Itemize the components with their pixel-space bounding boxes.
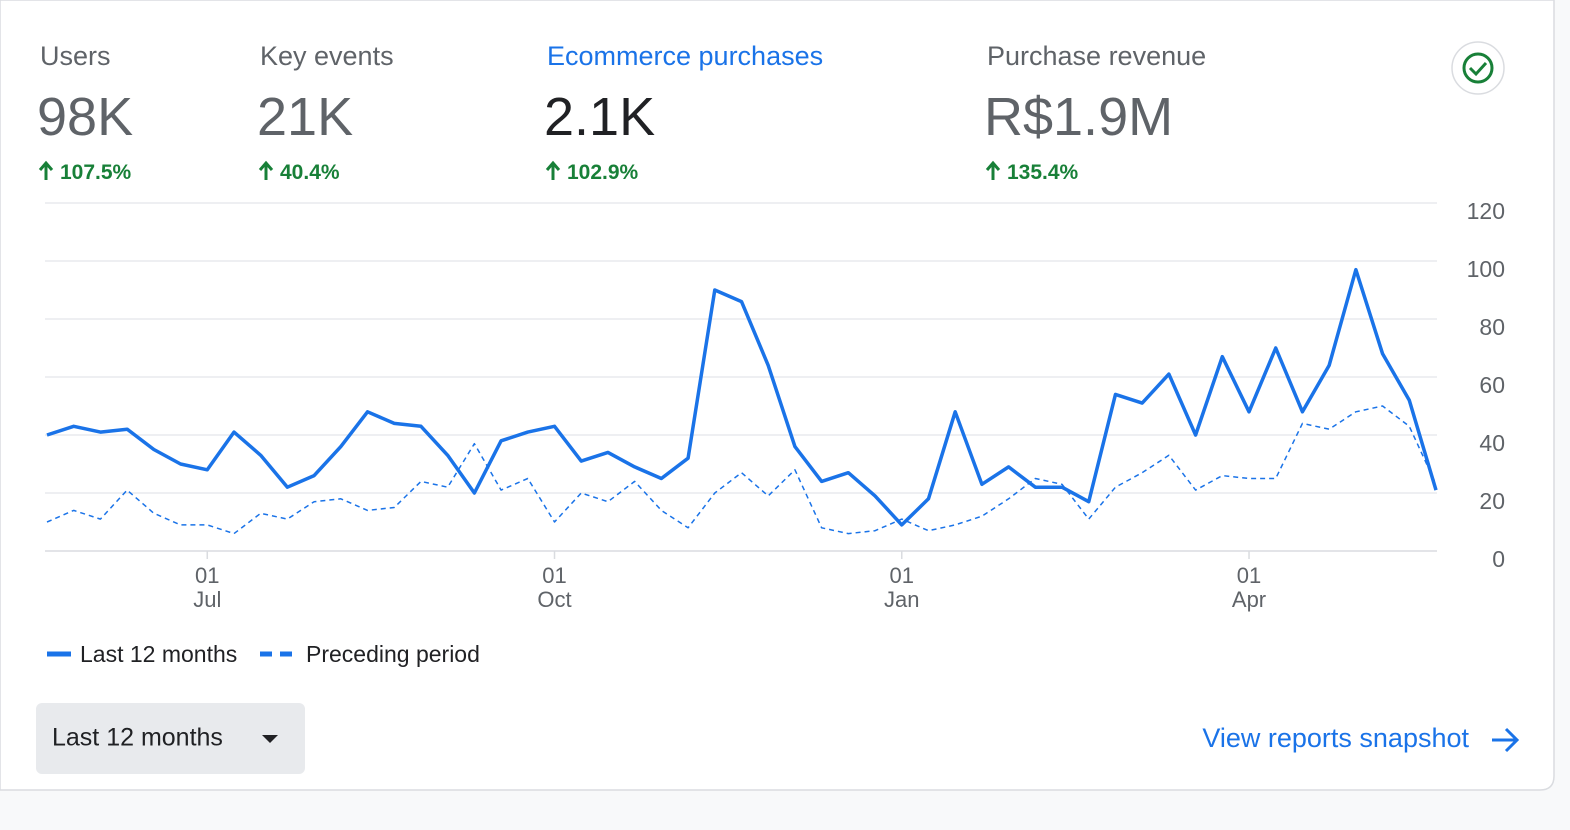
legend-label[interactable]: Last 12 months: [80, 641, 237, 667]
link-text[interactable]: View reports snapshot: [1202, 723, 1469, 753]
metric-tab[interactable]: Purchase revenue R$1.9M 135.4%: [984, 41, 1206, 184]
metric-tab[interactable]: Key events 21K 40.4%: [257, 41, 394, 184]
metric-change: 102.9%: [567, 161, 639, 184]
y-tick-label: 80: [1479, 314, 1505, 340]
y-tick-label: 60: [1479, 372, 1505, 398]
y-tick-label: 0: [1492, 546, 1505, 572]
metric-value[interactable]: R$1.9M: [984, 87, 1173, 147]
series-line: [46, 267, 1438, 527]
metric-value[interactable]: 21K: [257, 87, 353, 147]
metric-value[interactable]: 2.1K: [544, 87, 655, 147]
metric-label[interactable]: Ecommerce purchases: [547, 41, 823, 71]
metric-label[interactable]: Key events: [260, 41, 394, 71]
y-tick-label: 120: [1467, 198, 1505, 224]
x-tick-label: 01 Jan: [884, 563, 919, 612]
x-tick-label: 01 Apr: [1232, 563, 1266, 612]
metric-tab[interactable]: Ecommerce purchases 2.1K 102.9%: [544, 41, 823, 184]
metric-label[interactable]: Users: [40, 41, 111, 71]
legend-item[interactable]: Preceding period: [260, 641, 480, 667]
range-dropdown[interactable]: Last 12 months: [36, 703, 305, 774]
metric-tab[interactable]: Users 98K 107.5%: [37, 41, 133, 184]
legend-label[interactable]: Preceding period: [306, 641, 480, 667]
up-arrow: [985, 160, 1001, 180]
metric-change: 107.5%: [60, 161, 132, 184]
up-arrow: [258, 160, 274, 180]
series-line: [46, 405, 1437, 535]
x-tick-label: 01 Jul: [193, 563, 221, 612]
status-icon: [1451, 41, 1505, 95]
y-tick-label: 100: [1467, 256, 1505, 282]
snapshot-link[interactable]: View reports snapshot: [1202, 723, 1520, 753]
legend-item[interactable]: Last 12 months: [47, 641, 237, 667]
metric-value[interactable]: 98K: [37, 87, 133, 147]
up-arrow: [545, 160, 561, 180]
y-tick-label: 20: [1479, 488, 1505, 514]
y-tick-label: 40: [1479, 430, 1505, 456]
metric-change: 40.4%: [280, 161, 340, 184]
range-label[interactable]: Last 12 months: [52, 724, 223, 752]
metric-change: 135.4%: [1007, 161, 1079, 184]
up-arrow: [38, 160, 54, 180]
x-tick-label: 01 Oct: [537, 563, 571, 612]
metric-label[interactable]: Purchase revenue: [987, 41, 1206, 71]
